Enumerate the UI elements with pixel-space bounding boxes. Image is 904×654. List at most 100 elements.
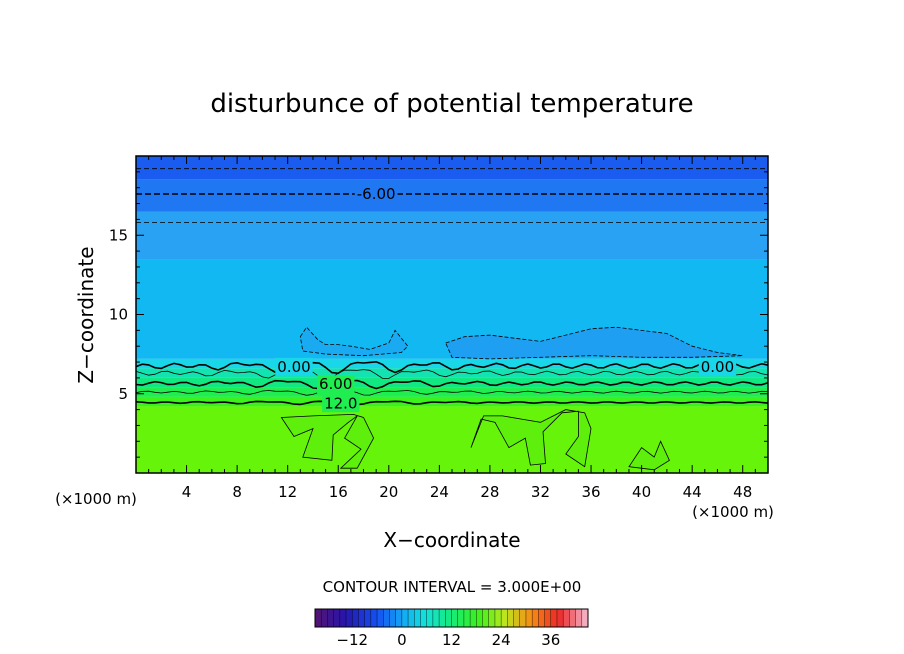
colorbar-segment: [346, 609, 353, 627]
contour-line: [445, 326, 743, 360]
contour-label-gap: [275, 357, 313, 376]
colorbar: −12 0 12 24 36: [314, 608, 589, 649]
x-tick-label: 8: [232, 483, 242, 501]
colorbar-segment: [544, 609, 552, 627]
contour-label-gap: [698, 357, 737, 376]
contour-line: [299, 326, 409, 357]
y-tick-label: 15: [109, 226, 128, 244]
x-unit-label-right: (×1000 m): [692, 503, 774, 521]
y-tick-label: 10: [109, 306, 128, 324]
colorbar-segment: [575, 609, 583, 627]
colorbar-segment: [525, 609, 533, 627]
colorbar-segment: [556, 609, 564, 627]
colorbar-tick-label: 36: [541, 631, 560, 649]
x-tick-label: 16: [329, 483, 348, 501]
colorbar-segment: [321, 609, 328, 627]
x-tick-label: 12: [278, 483, 297, 501]
contour-label: 6.00: [319, 375, 352, 393]
chart-title: disturbunce of potential temperature: [210, 89, 693, 119]
colorbar-segment: [476, 609, 484, 627]
colorbar-segment: [315, 609, 322, 627]
x-tick-label: 20: [379, 483, 398, 501]
colorbar-segment: [463, 609, 471, 627]
colorbar-segment: [563, 609, 570, 627]
field-band: [136, 179, 768, 212]
field-band: [136, 211, 768, 260]
contour-line: [470, 409, 592, 468]
colorbar-segment: [370, 609, 378, 627]
x-tick-label: 44: [683, 483, 702, 501]
colorbar-segment: [470, 609, 477, 627]
colorbar-segment: [352, 609, 359, 627]
contour-line: [135, 400, 769, 406]
colorbar-segment: [420, 609, 428, 627]
colorbar-segment: [507, 609, 515, 627]
field-band: [136, 156, 768, 180]
x-unit-label-left: (×1000 m): [55, 490, 137, 508]
contour-label-gap: [317, 375, 355, 394]
contour-line: [280, 413, 375, 469]
contour-label-gap: [322, 394, 360, 413]
contour-label: -6.00: [357, 185, 396, 203]
colorbar-tick-label: −12: [336, 631, 368, 649]
y-tick-label: 5: [118, 385, 128, 403]
colorbar-segment: [364, 609, 372, 627]
colorbar-segment: [550, 609, 558, 627]
contour-label-gap: [354, 185, 398, 204]
contour-line: [135, 379, 769, 390]
colorbar-segment: [569, 609, 577, 627]
colorbar-frame: [314, 608, 589, 628]
x-tick-label: 24: [430, 483, 449, 501]
colorbar-segment: [408, 609, 415, 627]
x-tick-label: 48: [733, 483, 752, 501]
contour-label: 12.0: [324, 394, 357, 412]
field-band: [136, 406, 768, 473]
colorbar-segment: [538, 609, 546, 627]
colorbar-segment: [445, 609, 452, 627]
colorbar-segment: [519, 609, 527, 627]
field-band: [136, 358, 768, 369]
colorbar-segment: [494, 609, 502, 627]
colorbar-segment: [432, 609, 440, 627]
colorbar-segment: [383, 609, 390, 627]
field-band: [136, 368, 768, 378]
contour-line: [135, 369, 769, 381]
temperature-field: [136, 156, 768, 473]
colorbar-tick-label: 12: [442, 631, 461, 649]
contour-interval-note: CONTOUR INTERVAL = 3.000E+00: [323, 578, 582, 596]
x-tick-label: 28: [480, 483, 499, 501]
colorbar-segment: [488, 609, 496, 627]
colorbar-segment: [333, 609, 341, 627]
x-axis-label: X−coordinate: [383, 528, 520, 552]
colorbar-segment: [377, 609, 384, 627]
x-tick-label: 32: [531, 483, 550, 501]
x-tick-label: 4: [182, 483, 192, 501]
contour-line: [135, 360, 769, 375]
colorbar-segment: [532, 609, 539, 627]
x-tick-label: 40: [632, 483, 651, 501]
colorbar-segment: [389, 609, 397, 627]
contour-label: 0.00: [277, 358, 310, 376]
colorbar-segment: [401, 609, 409, 627]
colorbar-segment: [581, 609, 589, 627]
colorbar-segment: [395, 609, 403, 627]
colorbar-segment: [501, 609, 508, 627]
colorbar-segment: [439, 609, 446, 627]
colorbar-segment: [513, 609, 521, 627]
x-tick-label: 36: [581, 483, 600, 501]
colorbar-segment: [339, 609, 347, 627]
colorbar-segment: [482, 609, 490, 627]
colorbar-segment: [451, 609, 459, 627]
colorbar-segment: [457, 609, 465, 627]
colorbar-tick-label: 0: [397, 631, 407, 649]
colorbar-tick-label: 24: [492, 631, 511, 649]
y-axis-label: Z−coordinate: [74, 246, 98, 383]
contour-line: [135, 389, 769, 396]
colorbar-segment: [426, 609, 434, 627]
contour-label: 0.00: [701, 358, 734, 376]
colorbar-segment: [358, 609, 366, 627]
colorbar-segment: [327, 609, 335, 627]
